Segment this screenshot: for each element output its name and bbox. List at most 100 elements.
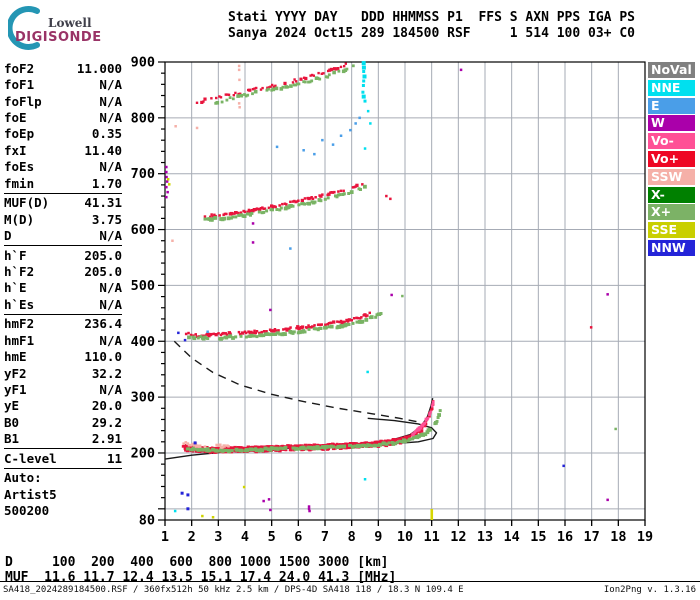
param-value: N/A bbox=[99, 77, 122, 93]
param-value: N/A bbox=[99, 280, 122, 296]
param-value: N/A bbox=[99, 93, 122, 109]
param-row-foFlp: foFlp N/A bbox=[4, 93, 122, 109]
param-value: 1.70 bbox=[91, 175, 122, 191]
param-row-D: D N/A bbox=[4, 227, 122, 243]
panel-separator bbox=[4, 448, 122, 450]
param-label: B0 bbox=[4, 414, 20, 430]
x-tick-label: 16 bbox=[557, 529, 573, 545]
distance-muf-table: D 100 200 400 600 800 1000 1500 3000 [km… bbox=[5, 555, 397, 585]
logo-digisonde-text: DIGISONDE bbox=[15, 30, 102, 45]
param-row-foF1: foF1 N/A bbox=[4, 76, 122, 92]
param-row-h`Es: h`Es N/A bbox=[4, 296, 122, 312]
param-label: foEp bbox=[4, 126, 35, 142]
panel-separator bbox=[4, 313, 122, 315]
x-tick-label: 8 bbox=[348, 529, 356, 545]
param-label: C-level bbox=[4, 450, 57, 466]
param-label: M(D) bbox=[4, 211, 35, 227]
x-tick-label: 5 bbox=[268, 529, 276, 545]
foF2-axis-marker bbox=[430, 509, 434, 520]
x-tick-label: 12 bbox=[450, 529, 466, 545]
x-tick-label: 3 bbox=[214, 529, 222, 545]
param-value: 205.0 bbox=[84, 247, 122, 263]
x-tick-label: 11 bbox=[424, 529, 440, 545]
parameter-panel: foF2 11.000 foF1 N/A foFlp N/A foE N/A foEp 0.35 f… bbox=[4, 60, 122, 519]
x-tick-label: 18 bbox=[610, 529, 626, 545]
param-value: 11 bbox=[106, 450, 122, 466]
x-tick-label: 10 bbox=[397, 529, 413, 545]
panel-separator bbox=[4, 192, 122, 194]
muf-row: MUF 11.6 11.7 12.4 13.5 15.1 17.4 24.0 4… bbox=[5, 569, 397, 585]
y-tick-label: 600 bbox=[131, 222, 155, 238]
param-label: h`F2 bbox=[4, 263, 35, 279]
legend-item-SSE: SSE bbox=[648, 222, 695, 239]
param-row-h`E: h`E N/A bbox=[4, 280, 122, 296]
param-row-500200: 500200 bbox=[4, 502, 122, 518]
param-row-B0: B0 29.2 bbox=[4, 414, 122, 430]
param-label: h`Es bbox=[4, 296, 35, 312]
logo-lowell-text: Lowell bbox=[48, 16, 92, 30]
param-value: N/A bbox=[99, 382, 122, 398]
param-label: foF2 bbox=[4, 60, 35, 76]
param-row-MUF(D): MUF(D) 41.31 bbox=[4, 195, 122, 211]
x-tick-label: 4 bbox=[241, 529, 249, 545]
param-row-h`F: h`F 205.0 bbox=[4, 247, 122, 263]
param-label: foEs bbox=[4, 159, 35, 175]
param-label: foF1 bbox=[4, 77, 35, 93]
y-tick-label: 900 bbox=[131, 55, 155, 71]
footer-file-info: SA418_2024289184500.RSF / 360fx512h 50 k… bbox=[3, 585, 464, 595]
param-value: 20.0 bbox=[91, 398, 122, 414]
digisonde-crescent-icon bbox=[6, 6, 40, 50]
y-tick-label: 800 bbox=[131, 110, 155, 126]
param-row-fmin: fmin 1.70 bbox=[4, 175, 122, 191]
panel-separator bbox=[4, 467, 122, 469]
param-value: 32.2 bbox=[91, 365, 122, 381]
param-value: N/A bbox=[99, 296, 122, 312]
param-row-Artist5: Artist5 bbox=[4, 486, 122, 502]
param-label: fxI bbox=[4, 142, 27, 158]
direction-color-legend: NoVal NNE E W Vo- Vo+ SSW X- X+ SSE NNW bbox=[648, 62, 695, 258]
param-value: 2.91 bbox=[91, 431, 122, 447]
x-axis-ticks: 1 2 3 4 5 6 7 8 9 10 11 12 13 14 15 16 17 18 19 bbox=[161, 520, 653, 545]
y-tick-label: 500 bbox=[131, 278, 155, 294]
param-value: 11.000 bbox=[76, 60, 122, 76]
distance-row: D 100 200 400 600 800 1000 1500 3000 [km… bbox=[5, 555, 389, 570]
param-value: N/A bbox=[99, 110, 122, 126]
param-row-foEs: foEs N/A bbox=[4, 159, 122, 175]
legend-item-NoVal: NoVal bbox=[648, 62, 695, 78]
x-tick-label: 7 bbox=[321, 529, 329, 545]
x-tick-label: 13 bbox=[477, 529, 493, 545]
param-label: foFlp bbox=[4, 93, 42, 109]
trace-dots bbox=[181, 62, 442, 454]
param-label: yF1 bbox=[4, 382, 27, 398]
legend-item-NNE: NNE bbox=[648, 79, 695, 96]
axis-marker bbox=[430, 509, 434, 520]
scatter-dots bbox=[165, 61, 617, 519]
param-value: 11.40 bbox=[84, 142, 122, 158]
param-row-M(D): M(D) 3.75 bbox=[4, 211, 122, 227]
x-tick-label: 1 bbox=[161, 529, 169, 545]
y-tick-label: 300 bbox=[131, 390, 155, 406]
param-value: 236.4 bbox=[84, 316, 122, 332]
legend-item-NNW: NNW bbox=[648, 239, 695, 256]
param-row-yF1: yF1 N/A bbox=[4, 381, 122, 397]
param-label: hmF2 bbox=[4, 316, 35, 332]
param-label: Artist5 bbox=[4, 486, 57, 502]
param-label: 500200 bbox=[4, 503, 50, 519]
param-label: fmin bbox=[4, 175, 35, 191]
panel-separator bbox=[4, 244, 122, 246]
param-value: 205.0 bbox=[84, 263, 122, 279]
param-row-hmE: hmE 110.0 bbox=[4, 348, 122, 364]
x-tick-label: 19 bbox=[637, 529, 653, 545]
param-label: h`E bbox=[4, 280, 27, 296]
y-tick-label: 80 bbox=[139, 513, 155, 529]
param-value: 29.2 bbox=[91, 414, 122, 430]
param-label: yE bbox=[4, 398, 20, 414]
param-value: 110.0 bbox=[84, 349, 122, 365]
legend-item-X+: X+ bbox=[648, 204, 695, 221]
x-tick-label: 9 bbox=[374, 529, 382, 545]
param-label: hmF1 bbox=[4, 332, 35, 348]
param-label: D bbox=[4, 228, 12, 244]
legend-item-Vo+: Vo+ bbox=[648, 150, 695, 167]
